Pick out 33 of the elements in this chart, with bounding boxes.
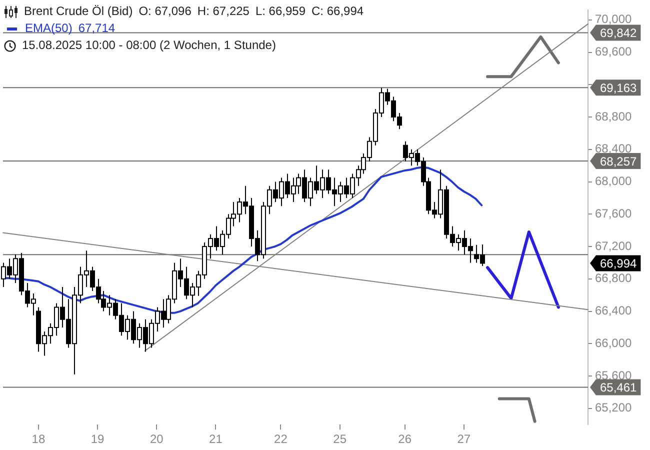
- y-tick-label: 69,600: [595, 44, 632, 59]
- annotation: 67,714: [78, 20, 116, 37]
- y-tick-label: 67,200: [595, 238, 632, 253]
- annotation: L: 66,959: [255, 3, 306, 20]
- ref-line-label: 69,842: [600, 26, 638, 40]
- text: 15.08.2025 10:00 - 08:00 (2 Wochen, 1 Stunde): [22, 37, 276, 54]
- y-tick-label: 66,400: [595, 304, 632, 318]
- text: 66,994: [600, 256, 638, 271]
- x-tick-label: 18: [32, 432, 46, 446]
- ref-line-label: 68,257: [600, 154, 638, 168]
- ref-line-label: 69,163: [600, 80, 638, 95]
- x-tick-label: 26: [398, 432, 412, 446]
- chart-title: Brent Crude Öl (Bid): [24, 3, 133, 20]
- y-tick-label: 68,400: [595, 142, 632, 156]
- legend-label: EMA(50): [25, 20, 72, 37]
- x-tick-label: 22: [274, 432, 288, 446]
- y-tick-label: 65,600: [595, 368, 632, 382]
- annotation: H: 67,225: [197, 3, 250, 20]
- ref-line-label: 65,461: [600, 380, 638, 395]
- x-tick-label: 20: [150, 432, 164, 446]
- annotation: C: 66,994: [312, 3, 364, 20]
- x-tick-label: 19: [90, 432, 105, 446]
- y-tick-label: 66,000: [595, 336, 632, 350]
- x-tick-label: 27: [457, 432, 471, 446]
- x-tick-label: 21: [209, 432, 223, 446]
- y-tick-label: 67,600: [595, 206, 632, 220]
- y-tick-label: 70,000: [595, 12, 632, 26]
- y-tick-label: 65,200: [595, 400, 632, 415]
- y-tick-label: 66,800: [595, 271, 632, 286]
- y-tick-label: 68,800: [595, 109, 632, 124]
- x-tick-label: 25: [333, 432, 347, 446]
- y-tick-label: 68,000: [595, 174, 632, 188]
- annotation: O: 67,096: [138, 3, 192, 20]
